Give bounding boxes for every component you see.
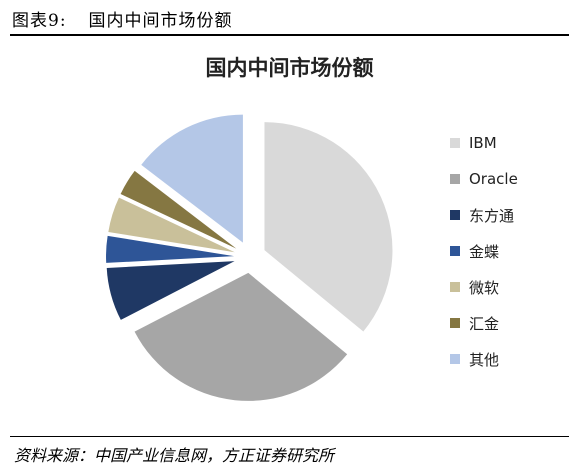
figure-title: 国内中间市场份额 [88, 11, 233, 31]
pie-slice-6 [141, 114, 243, 243]
legend-item-2: 东方通 [450, 197, 518, 233]
legend-swatch [450, 174, 460, 184]
legend-item-4: 微软 [450, 269, 518, 305]
chart-legend: IBM Oracle 东方通金蝶微软汇金其他 [450, 125, 518, 377]
legend-item-6: 其他 [450, 341, 518, 377]
legend-item-3: 金蝶 [450, 233, 518, 269]
legend-swatch [450, 354, 460, 364]
legend-label: 东方通 [469, 206, 515, 225]
pie-slice-0 [264, 122, 393, 332]
figure-number: 图表9: [12, 11, 67, 31]
legend-swatch [450, 246, 460, 256]
pie-slice-4 [108, 197, 235, 253]
legend-swatch [450, 210, 460, 220]
legend-swatch [450, 282, 460, 292]
legend-swatch [450, 138, 460, 148]
legend-label: Oracle [469, 170, 518, 188]
bottom-rule [10, 436, 569, 437]
legend-item-0: IBM [450, 125, 518, 161]
figure-caption: 图表9: 国内中间市场份额 [12, 6, 233, 31]
pie-slice-2 [106, 261, 235, 320]
legend-label: 金蝶 [469, 242, 500, 261]
pie-slice-1 [134, 272, 348, 401]
legend-swatch [450, 318, 460, 328]
legend-label: 微软 [469, 278, 500, 297]
legend-label: 其他 [469, 350, 500, 369]
pie-slice-3 [106, 235, 235, 263]
legend-item-1: Oracle [450, 161, 518, 197]
legend-label: IBM [469, 134, 497, 152]
pie-slice-5 [120, 170, 237, 249]
chart-title: 国内中间市场份额 [205, 56, 374, 80]
legend-item-5: 汇金 [450, 305, 518, 341]
source-note: 资料来源：中国产业信息网，方正证券研究所 [14, 446, 335, 465]
legend-label: 汇金 [469, 314, 500, 333]
top-rule [10, 34, 569, 36]
